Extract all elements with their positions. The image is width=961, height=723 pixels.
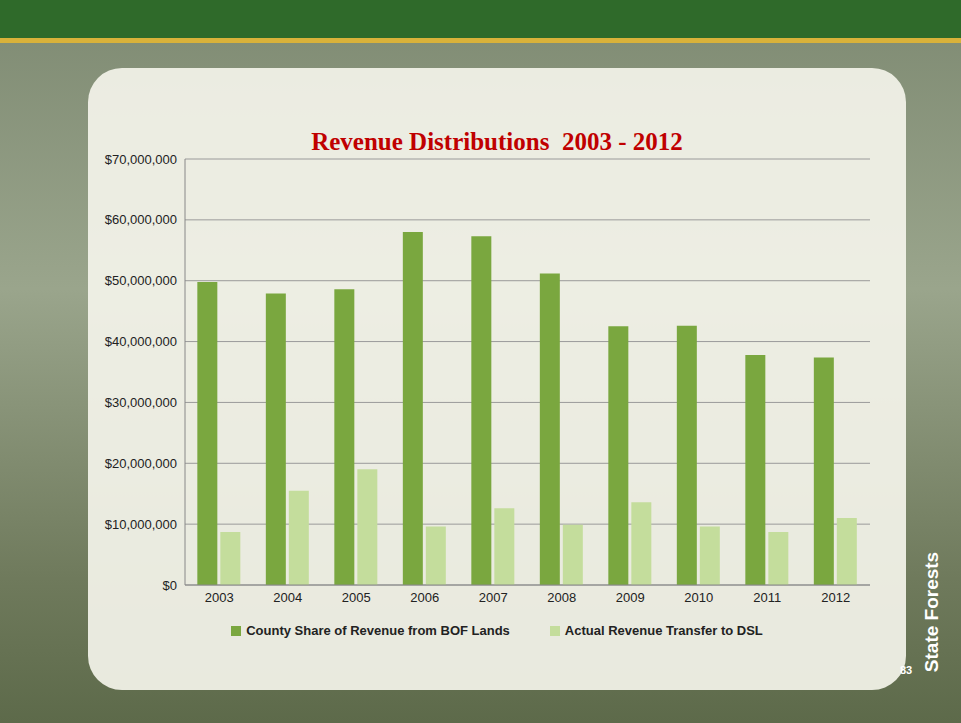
html-text:County Share of Revenue from B: County Share of Revenue from BOF Lands (246, 623, 510, 638)
svg-text:2005: 2005 (342, 590, 371, 605)
html-text:Revenue Distributions 2003 - 2: Revenue Distributions 2003 - 2012 (311, 128, 683, 155)
svg-text:$60,000,000: $60,000,000 (105, 212, 177, 227)
svg-text:2012: 2012 (821, 590, 850, 605)
svg-text:$50,000,000: $50,000,000 (105, 273, 177, 288)
svg-text:$40,000,000: $40,000,000 (105, 334, 177, 349)
svg-text:$20,000,000: $20,000,000 (105, 456, 177, 471)
svg-text:2007: 2007 (479, 590, 508, 605)
svg-text:$30,000,000: $30,000,000 (105, 395, 177, 410)
svg-text:$70,000,000: $70,000,000 (105, 152, 177, 167)
svg-text:2010: 2010 (684, 590, 713, 605)
html-text:Actual Revenue Transfer to DSL: Actual Revenue Transfer to DSL (564, 623, 763, 638)
svg-text:2011: 2011 (753, 590, 781, 605)
html-text:State Forests: State Forests (921, 551, 942, 673)
svg-text:2004: 2004 (273, 590, 302, 605)
svg-text:2009: 2009 (616, 590, 645, 605)
svg-text:2006: 2006 (410, 590, 439, 605)
svg-text:2008: 2008 (547, 590, 576, 605)
svg-text:$10,000,000: $10,000,000 (105, 517, 177, 532)
svg-text:2003: 2003 (205, 590, 234, 605)
svg-text:$0: $0 (163, 578, 177, 593)
html-text:83: 83 (900, 664, 913, 676)
